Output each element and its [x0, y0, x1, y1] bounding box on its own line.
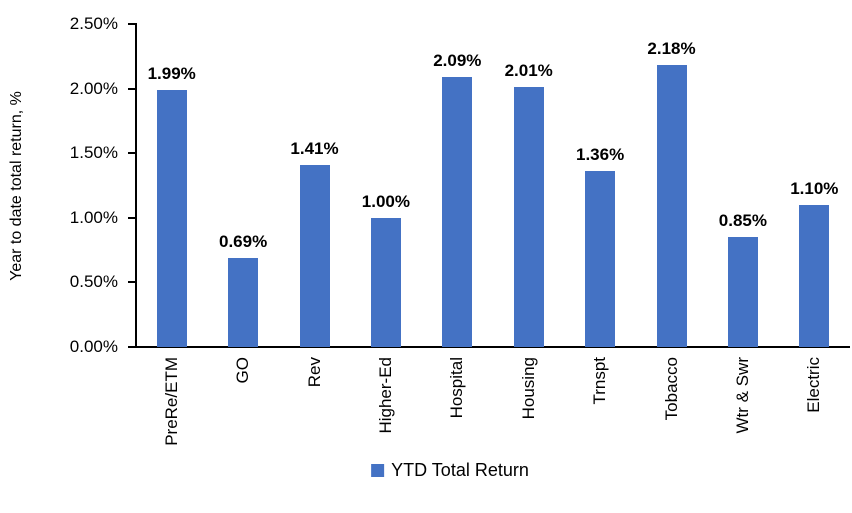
x-category-label-wrap: Electric [804, 357, 852, 413]
bar-higher-ed [370, 217, 401, 347]
y-tick-mark [128, 87, 136, 90]
x-category-label: Higher-Ed [375, 357, 395, 434]
x-category-label-wrap: Hospital [447, 357, 509, 418]
y-tick-mark [128, 216, 136, 219]
x-category-label: Wtr & Swr [732, 357, 752, 434]
bar-hospital [442, 76, 473, 347]
y-axis-title: Year to date total return, % [8, 91, 25, 281]
x-category-label: GO [233, 357, 253, 384]
bar-rev [299, 164, 330, 347]
bar-value-label: 1.41% [290, 138, 339, 158]
y-tick-mark [128, 152, 136, 155]
x-category-label: Rev [304, 357, 324, 388]
y-tick-mark [128, 346, 136, 348]
y-tick-label: 0.00% [69, 337, 118, 356]
bar-value-label: 1.00% [361, 191, 410, 211]
x-category-label-wrap: Wtr & Swr [733, 357, 811, 434]
x-category-label-wrap: Tobacco [662, 357, 726, 420]
x-category-label: Electric [804, 357, 824, 413]
x-category-label-wrap: Rev [305, 357, 336, 387]
x-category-label: Hospital [447, 357, 467, 419]
bar-prere-etm [156, 89, 187, 347]
x-category-label-wrap: GO [233, 357, 260, 383]
bar-value-label: 2.18% [647, 39, 696, 59]
x-category-label-wrap: Trnspt [590, 357, 639, 405]
bar-value-label: 1.36% [575, 145, 625, 165]
y-tick-mark [128, 23, 136, 25]
x-category-label: Trnspt [590, 357, 610, 405]
x-category-label: Tobacco [661, 357, 681, 421]
bar-value-label: 2.09% [433, 50, 482, 70]
y-tick-label: 1.50% [69, 143, 118, 163]
bar-value-label: 1.99% [147, 63, 196, 83]
x-category-label-wrap: Housing [519, 357, 582, 419]
bar-tobacco [656, 65, 687, 347]
x-axis-line [135, 346, 850, 348]
legend-swatch-icon [371, 464, 385, 477]
y-axis-line [135, 23, 137, 348]
x-category-label-wrap: Higher-Ed [376, 357, 454, 434]
bar-housing [513, 87, 544, 347]
x-category-label: Housing [518, 357, 538, 420]
bar-trnspt [585, 171, 616, 347]
y-tick-mark [128, 281, 136, 284]
y-tick-label: 1.00% [69, 207, 118, 227]
legend: YTD Total Return [371, 460, 529, 481]
bar-electric [799, 204, 830, 347]
bar-value-label: 1.10% [790, 178, 839, 198]
bar-value-label: 0.69% [218, 231, 268, 251]
legend-label: YTD Total Return [391, 460, 529, 480]
bar-value-label: 2.01% [504, 61, 553, 81]
y-tick-label: 2.00% [69, 78, 118, 98]
bar-value-label: 0.85% [718, 211, 767, 231]
y-tick-label: 0.50% [69, 272, 118, 292]
y-tick-label: 2.50% [69, 14, 118, 33]
bar-wtr-swr [727, 237, 758, 347]
bar-go [228, 257, 259, 347]
x-category-label: PreRe/ETM [161, 357, 181, 446]
